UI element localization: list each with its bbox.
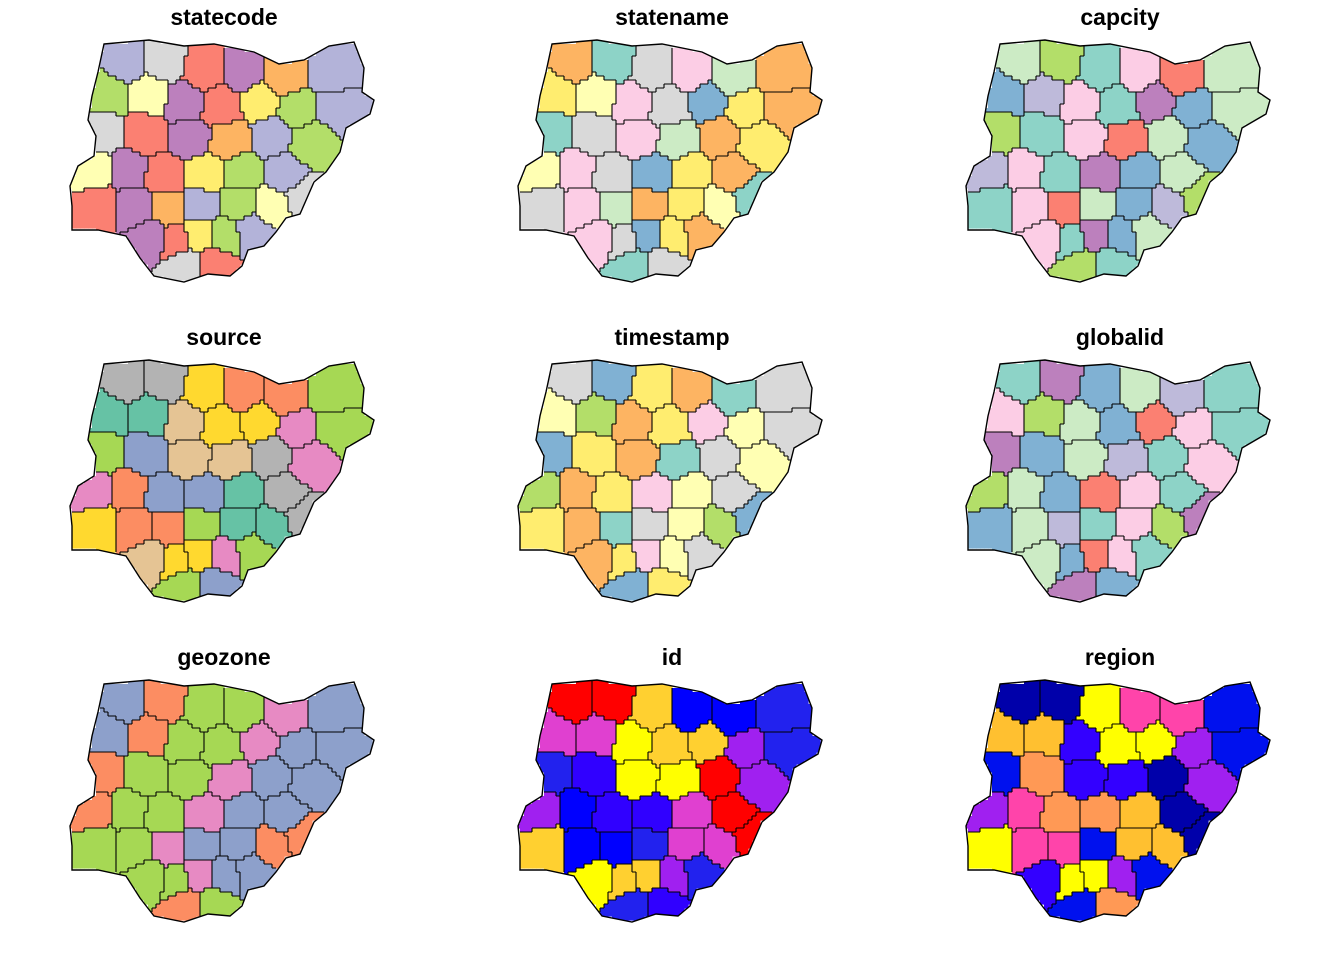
map-panel-region: region <box>896 640 1344 960</box>
state-boundaries <box>72 680 364 916</box>
choropleth-map <box>64 36 384 296</box>
map-panel-statecode: statecode <box>0 0 448 320</box>
state-boundaries <box>968 40 1260 276</box>
map-panel-globalid: globalid <box>896 320 1344 640</box>
state-boundaries <box>72 40 364 276</box>
panel-title: id <box>448 644 896 671</box>
map-panel-source: source <box>0 320 448 640</box>
panel-title: statecode <box>0 4 448 31</box>
panel-title: timestamp <box>448 324 896 351</box>
map-svg <box>965 359 1271 603</box>
country-outline <box>965 679 1271 923</box>
choropleth-map <box>64 356 384 616</box>
country-outline <box>965 359 1271 603</box>
choropleth-map <box>512 356 832 616</box>
country-outline <box>517 39 823 283</box>
map-panel-timestamp: timestamp <box>448 320 896 640</box>
country-outline <box>69 39 375 283</box>
country-outline <box>69 359 375 603</box>
map-svg <box>69 679 375 923</box>
map-svg <box>965 679 1271 923</box>
map-svg <box>69 39 375 283</box>
panel-title: geozone <box>0 644 448 671</box>
map-svg <box>965 39 1271 283</box>
map-panel-geozone: geozone <box>0 640 448 960</box>
state-boundaries <box>968 360 1260 596</box>
country-outline <box>965 39 1271 283</box>
panel-title: region <box>896 644 1344 671</box>
map-panel-id: id <box>448 640 896 960</box>
panel-title: capcity <box>896 4 1344 31</box>
map-svg <box>517 679 823 923</box>
state-boundaries <box>520 40 812 276</box>
state-boundaries <box>520 360 812 596</box>
choropleth-map <box>960 676 1280 936</box>
state-boundaries <box>968 680 1260 916</box>
state-boundaries <box>72 360 364 596</box>
map-panel-statename: statename <box>448 0 896 320</box>
map-svg <box>517 359 823 603</box>
choropleth-map <box>960 356 1280 616</box>
map-panel-capcity: capcity <box>896 0 1344 320</box>
panel-title: source <box>0 324 448 351</box>
panel-title: statename <box>448 4 896 31</box>
country-outline <box>69 679 375 923</box>
state-boundaries <box>520 680 812 916</box>
country-outline <box>517 679 823 923</box>
choropleth-map <box>512 36 832 296</box>
country-outline <box>517 359 823 603</box>
choropleth-map <box>960 36 1280 296</box>
choropleth-map <box>64 676 384 936</box>
choropleth-map <box>512 676 832 936</box>
panel-title: globalid <box>896 324 1344 351</box>
map-svg <box>69 359 375 603</box>
map-svg <box>517 39 823 283</box>
